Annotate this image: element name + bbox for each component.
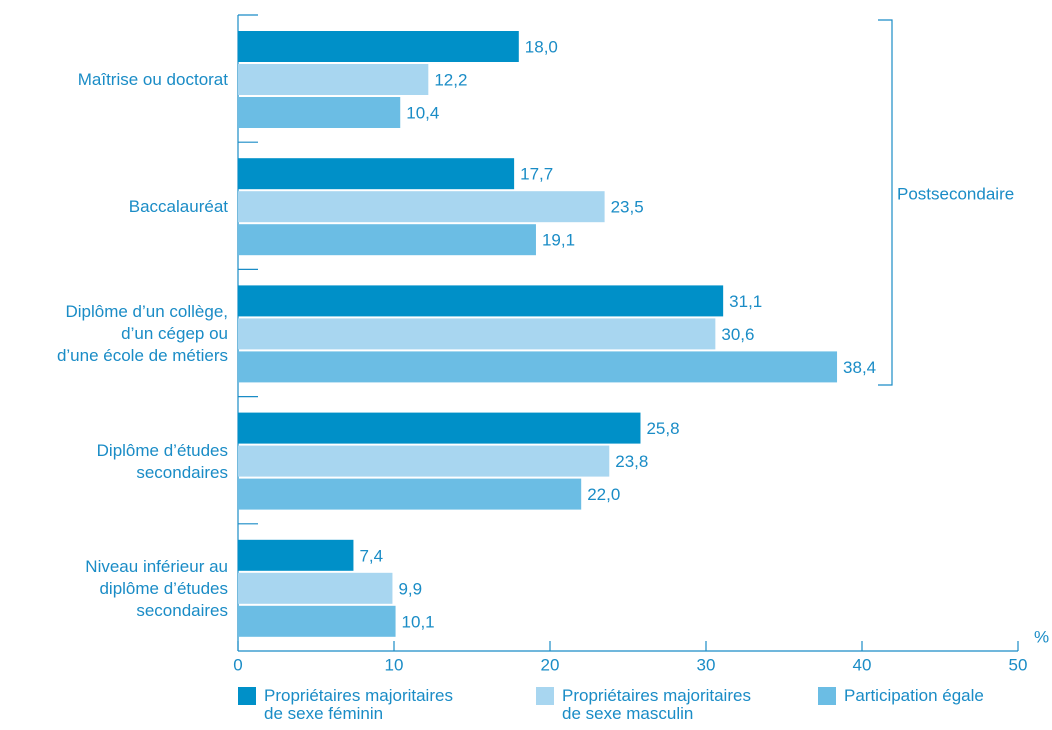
value-label: 18,0: [525, 37, 558, 56]
value-label: 7,4: [359, 546, 383, 565]
value-label: 30,6: [721, 325, 754, 344]
bar: [238, 224, 536, 256]
legend-swatch: [238, 687, 256, 705]
legend-swatch: [818, 687, 836, 705]
bar: [238, 478, 582, 510]
bar: [238, 64, 429, 95]
bar: [238, 445, 610, 477]
category-label: Baccalauréat: [128, 197, 228, 217]
bar: [238, 605, 396, 637]
bar: [238, 97, 401, 128]
value-label: 19,1: [542, 231, 575, 250]
bar: [238, 539, 354, 571]
bar: [238, 412, 641, 444]
value-label: 23,5: [611, 198, 644, 217]
bar: [238, 31, 519, 62]
x-unit: %: [1034, 627, 1049, 646]
value-label: 9,9: [398, 579, 422, 598]
x-tick-label: 40: [853, 655, 872, 674]
legend-label: Propriétaires majoritaires de sexe mascu…: [562, 686, 751, 723]
legend-swatch: [536, 687, 554, 705]
value-label: 22,0: [587, 485, 620, 504]
bar: [238, 318, 716, 350]
legend-label: Participation égale: [844, 686, 984, 705]
x-tick-label: 20: [541, 655, 560, 674]
bar: [238, 351, 838, 383]
annotation: Postsecondaire: [897, 184, 1014, 203]
category-label: Diplôme d’études secondaires: [96, 440, 228, 482]
bar: [238, 572, 393, 604]
x-tick-label: 10: [385, 655, 404, 674]
value-label: 31,1: [729, 292, 762, 311]
value-label: 23,8: [615, 452, 648, 471]
bar: [238, 158, 515, 190]
value-label: 17,7: [520, 165, 553, 184]
legend-label: Propriétaires majoritaires de sexe fémin…: [264, 686, 453, 723]
value-label: 10,4: [406, 103, 439, 122]
x-tick-label: 30: [697, 655, 716, 674]
bar: [238, 191, 605, 223]
category-label: Niveau inférieur au diplôme d’études sec…: [85, 556, 228, 620]
category-label: Maîtrise ou doctorat: [77, 70, 228, 89]
value-label: 12,2: [434, 70, 467, 89]
value-label: 38,4: [843, 358, 876, 377]
x-tick-label: 50: [1009, 655, 1028, 674]
category-label: Diplôme d’un collège, d’un cégep ou d’un…: [56, 302, 228, 366]
x-tick-label: 0: [233, 655, 242, 674]
value-label: 25,8: [646, 419, 679, 438]
bar: [238, 285, 724, 317]
value-label: 10,1: [402, 612, 435, 631]
bracket: [878, 19, 893, 386]
